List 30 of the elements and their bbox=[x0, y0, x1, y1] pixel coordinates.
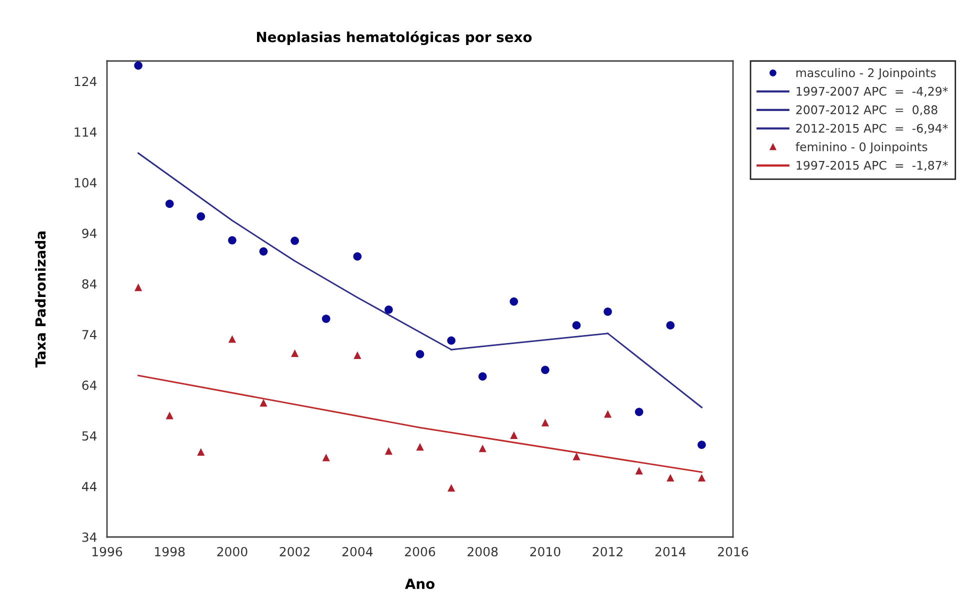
legend-label: 1997-2007 APC = -4,29* bbox=[796, 86, 948, 97]
y-tick-label: 54 bbox=[82, 431, 97, 441]
x-tick-label: 2016 bbox=[718, 546, 748, 556]
x-tick-label: 1996 bbox=[92, 546, 122, 556]
y-tick-label: 104 bbox=[74, 178, 97, 188]
y-tick-label: 74 bbox=[82, 330, 97, 340]
x-tick-label: 2014 bbox=[655, 546, 686, 556]
x-axis-title: Ano bbox=[404, 578, 434, 590]
y-tick-label: 34 bbox=[82, 532, 97, 542]
legend-label: feminino - 0 Joinpoints bbox=[796, 142, 928, 154]
legend-label: 2007-2012 APC = 0,88 bbox=[796, 105, 938, 116]
y-tick-label: 64 bbox=[82, 380, 97, 390]
y-axis-title: Taxa Padronizada bbox=[34, 232, 46, 368]
x-tick-label: 2000 bbox=[217, 546, 248, 556]
chart-title: Neoplasias hematológicas por sexo bbox=[256, 30, 532, 46]
y-tick-label: 44 bbox=[82, 482, 97, 492]
legend-label: masculino - 2 Joinpoints bbox=[796, 68, 936, 80]
x-tick-label: 2002 bbox=[280, 546, 310, 556]
x-tick-label: 2008 bbox=[468, 546, 498, 556]
x-tick-label: 2012 bbox=[592, 546, 622, 556]
x-tick-label: 1998 bbox=[155, 546, 185, 556]
y-tick-label: 124 bbox=[74, 76, 97, 86]
y-tick-label: 114 bbox=[74, 128, 97, 137]
y-tick-label: 84 bbox=[82, 279, 97, 289]
legend-label: 1997-2015 APC = -1,87* bbox=[796, 160, 948, 171]
x-tick-label: 2006 bbox=[405, 546, 436, 556]
y-tick-label: 94 bbox=[82, 228, 97, 238]
x-tick-label: 2010 bbox=[530, 546, 560, 556]
x-tick-label: 2004 bbox=[342, 546, 373, 556]
legend-label: 2012-2015 APC = -6,94* bbox=[796, 124, 948, 134]
